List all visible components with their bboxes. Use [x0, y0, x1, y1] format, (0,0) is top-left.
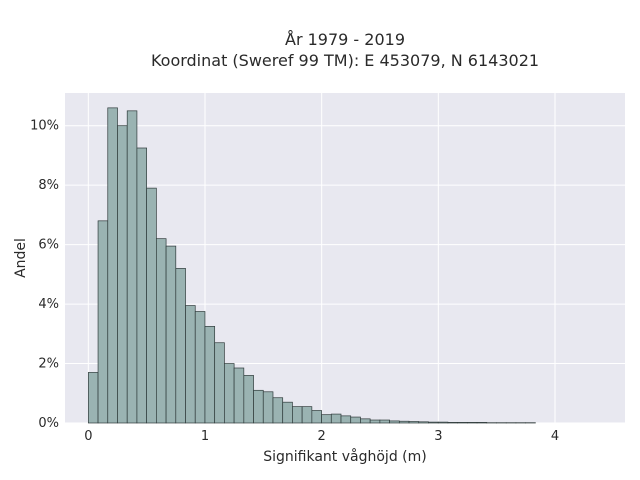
histogram-bar [398, 420, 410, 424]
histogram-bar [476, 422, 488, 424]
y-axis-label: Andel [13, 238, 29, 278]
histogram-bar [311, 410, 322, 424]
histogram-bar [136, 147, 147, 424]
histogram-bar [282, 401, 293, 424]
y-tick-label: 4% [38, 297, 59, 312]
y-tick-label: 10% [30, 119, 59, 134]
histogram-bar [437, 421, 449, 424]
histogram-bar [330, 413, 342, 424]
histogram-bar [389, 420, 400, 424]
x-tick-label: 3 [434, 429, 442, 444]
bars [87, 107, 536, 424]
histogram-bar [117, 125, 128, 424]
histogram-bar [165, 245, 177, 424]
x-axis-label: Signifikant våghöjd (m) [263, 448, 426, 465]
histogram-bar [321, 414, 332, 424]
histogram-bar [379, 419, 390, 424]
histogram-bar [272, 397, 284, 424]
y-tick-label: 8% [38, 178, 59, 193]
histogram-bar [243, 375, 254, 424]
histogram-bar [301, 406, 313, 424]
histogram-bar [428, 421, 439, 424]
histogram-bar [87, 372, 99, 424]
histogram-bar [408, 421, 420, 424]
histogram-bar [233, 367, 245, 424]
histogram-bar [369, 419, 381, 424]
x-tick-label: 0 [84, 429, 92, 444]
histogram-bar [107, 107, 118, 424]
histogram-bar [262, 391, 274, 424]
histogram-bar [360, 418, 371, 424]
x-tick-label: 4 [551, 429, 559, 444]
histogram-bar [457, 422, 468, 424]
histogram-bar [194, 311, 206, 424]
histogram-bar [97, 220, 109, 424]
histogram-bar [146, 187, 157, 424]
histogram-bar [350, 416, 361, 424]
histogram-bar [253, 389, 264, 424]
histogram-bar [185, 305, 196, 424]
y-tick-label: 0% [38, 416, 59, 431]
histogram-bar [340, 415, 352, 424]
x-tick-label: 1 [201, 429, 209, 444]
histogram-bar [204, 326, 216, 424]
tick-labels: 0% 2% 4% 6% 8% 10% 0 1 2 3 4 [30, 119, 559, 444]
y-tick-label: 6% [38, 238, 59, 253]
histogram-bar [126, 110, 138, 424]
histogram-bar [214, 342, 225, 424]
y-tick-label: 2% [38, 357, 59, 372]
histogram-bar [175, 268, 186, 424]
chart-subtitle: Koordinat (Sweref 99 TM): E 453079, N 61… [151, 51, 539, 70]
histogram-bar [292, 406, 303, 424]
histogram-bar [156, 238, 167, 424]
histogram-bar [447, 422, 458, 424]
histogram-bar [224, 363, 235, 424]
histogram-bar [418, 421, 429, 424]
chart-title: År 1979 - 2019 [285, 30, 405, 49]
histogram-bar [466, 422, 478, 424]
x-tick-label: 2 [318, 429, 326, 444]
